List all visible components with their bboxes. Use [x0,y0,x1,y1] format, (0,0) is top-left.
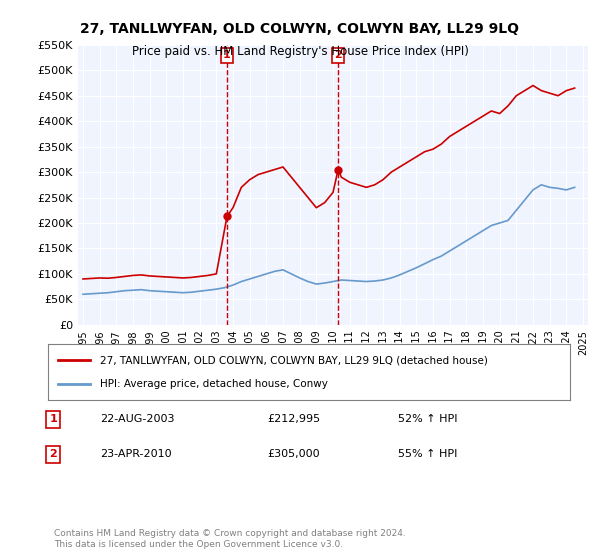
Text: £212,995: £212,995 [267,414,320,424]
Text: 22-AUG-2003: 22-AUG-2003 [100,414,175,424]
Text: Price paid vs. HM Land Registry's House Price Index (HPI): Price paid vs. HM Land Registry's House … [131,45,469,58]
Text: 52% ↑ HPI: 52% ↑ HPI [398,414,457,424]
Text: 27, TANLLWYFAN, OLD COLWYN, COLWYN BAY, LL29 9LQ: 27, TANLLWYFAN, OLD COLWYN, COLWYN BAY, … [80,22,520,36]
Text: 1: 1 [49,414,57,424]
Text: 27, TANLLWYFAN, OLD COLWYN, COLWYN BAY, LL29 9LQ (detached house): 27, TANLLWYFAN, OLD COLWYN, COLWYN BAY, … [100,355,488,365]
Text: Contains HM Land Registry data © Crown copyright and database right 2024.
This d: Contains HM Land Registry data © Crown c… [54,529,406,549]
Text: 2: 2 [49,449,57,459]
Text: 2: 2 [334,50,342,60]
Text: HPI: Average price, detached house, Conwy: HPI: Average price, detached house, Conw… [100,379,328,389]
Text: 23-APR-2010: 23-APR-2010 [100,449,172,459]
Text: 1: 1 [223,50,231,60]
Text: 55% ↑ HPI: 55% ↑ HPI [398,449,457,459]
Text: £305,000: £305,000 [267,449,320,459]
